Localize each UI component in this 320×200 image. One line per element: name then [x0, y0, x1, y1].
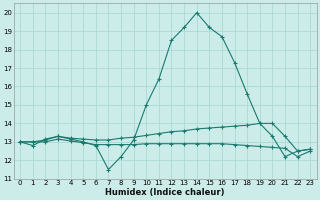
X-axis label: Humidex (Indice chaleur): Humidex (Indice chaleur): [106, 188, 225, 197]
